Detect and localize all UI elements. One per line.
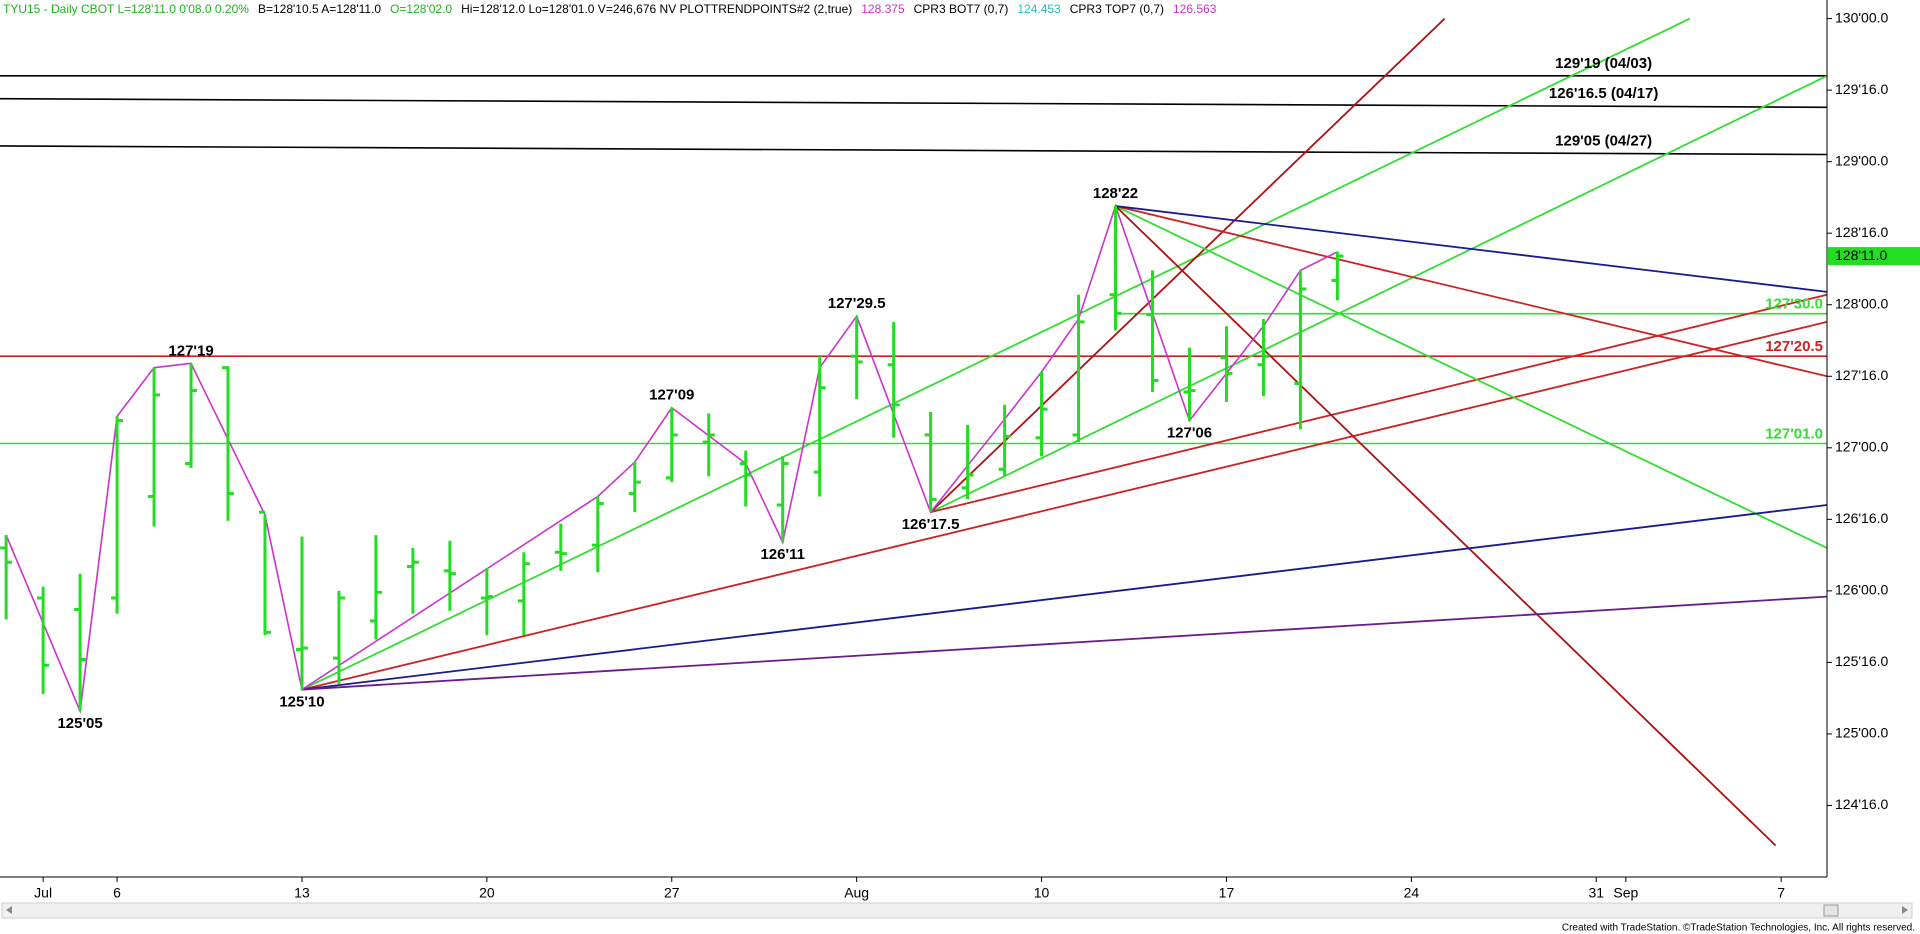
trendline [1114,205,1777,847]
last-price-box [1828,247,1920,266]
swing-label: 126'17.5 [902,516,960,533]
header-item: O=128'02.0 [390,2,452,16]
level-label: 129'19 (04/03) [1555,55,1652,72]
bar-layer [0,206,1344,712]
header-item: 126.563 [1173,2,1217,16]
last-price-label: 128'11.0 [1835,247,1887,263]
swing-label: 125'05 [57,715,102,732]
header-item: 128.375 [861,2,905,16]
header-item: B=128'10.5 A=128'11.0 [258,2,381,16]
x-tick-label: 31 [1588,885,1604,901]
y-tick-label: 127'16.0 [1835,367,1888,383]
x-tick-label: 17 [1219,885,1235,901]
y-tick-label: 127'00.0 [1835,439,1888,455]
level-label: 127'30.0 [1765,296,1823,313]
trendline [301,595,1828,691]
trendline [301,321,1828,691]
level-line [0,145,1828,156]
y-tick-label: 126'00.0 [1835,582,1888,598]
level-label: 127'20.5 [1765,338,1823,355]
y-tick-label: 128'16.0 [1835,224,1888,240]
x-tick-label: 27 [664,885,680,901]
y-tick-label: 128'00.0 [1835,295,1888,311]
header-item: 124.453 [1017,2,1061,16]
trendline [930,293,1828,514]
scroll-right[interactable] [1902,906,1908,914]
x-tick-label: 20 [479,885,495,901]
level-label: 129'05 (04/27) [1555,132,1652,149]
scroll-left[interactable] [6,906,12,914]
swing-label: 127'29.5 [828,295,886,312]
trendline [1115,205,1828,293]
trendline [301,17,1691,691]
y-tick-label: 129'00.0 [1835,152,1888,168]
trendline [301,504,1828,691]
header: TYU15 - Daily CBOT L=128'11.0 0'08.0 0.2… [3,2,1217,16]
y-tick-label: 125'00.0 [1835,725,1888,741]
swing-label: 128'22 [1093,185,1138,202]
swing-label: 127'09 [649,387,694,404]
header-item: TYU15 - Daily CBOT L=128'11.0 0'08.0 0.2… [3,2,249,16]
x-tick-label: 10 [1034,885,1050,901]
header-item: Hi=128'12.0 Lo=128'01.0 V=246,676 NV PLO… [461,2,852,16]
x-tick-label: Sep [1613,885,1638,901]
scroll-thumb[interactable] [1823,904,1839,917]
trendline [1115,205,1828,549]
swing-label: 125'10 [279,694,324,711]
header-item: CPR3 BOT7 (0,7) [914,2,1009,16]
x-tick-label: 7 [1777,885,1785,901]
trendline [929,17,1446,513]
x-tick-label: 6 [113,885,121,901]
header-item: CPR3 TOP7 (0,7) [1070,2,1164,16]
x-tick-label: Aug [844,885,869,901]
swing-label: 127'06 [1167,425,1212,442]
x-tick-label: Jul [34,885,52,901]
y-tick-label: 130'00.0 [1835,9,1888,25]
text-layer: TYU15 - Daily CBOT L=128'11.0 0'08.0 0.2… [3,2,1823,732]
level-label: 127'01.0 [1765,425,1823,442]
level-label: 126'16.5 (04/17) [1549,85,1658,102]
y-tick-label: 124'16.0 [1835,796,1888,812]
level-line [0,97,1828,109]
trendline [1115,205,1828,378]
footer: Created with TradeStation. ©TradeStation… [1562,923,1915,934]
x-tick-label: 24 [1404,885,1420,901]
swing-label: 127'19 [168,342,213,359]
x-tick-label: 13 [294,885,310,901]
y-tick-label: 129'16.0 [1835,81,1888,97]
zigzag-line [5,203,1338,715]
y-tick-label: 126'16.0 [1835,510,1888,526]
y-tick-label: 125'16.0 [1835,653,1888,669]
swing-label: 126'11 [760,546,804,563]
scrollbar[interactable] [1,902,1913,919]
